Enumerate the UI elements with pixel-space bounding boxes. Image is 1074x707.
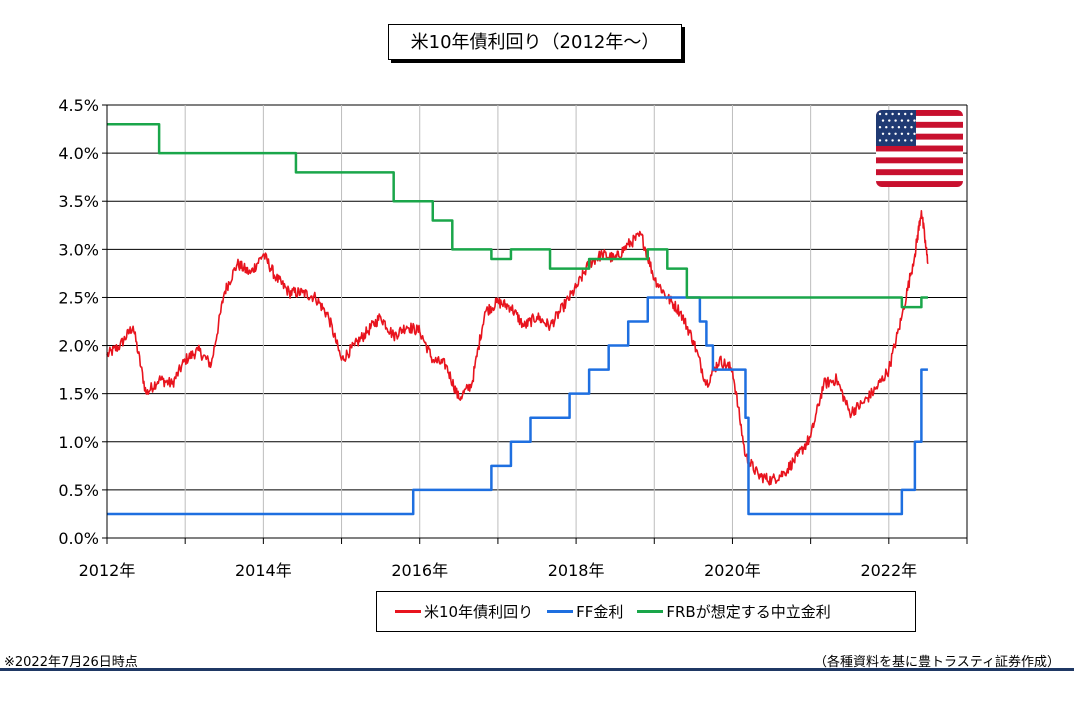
source-note: （各種資料を基に豊トラスティ証券作成） (814, 655, 1060, 670)
flag-star (894, 119, 897, 122)
series-lines (106, 122, 929, 516)
y-tick-label: 1.0% (58, 433, 99, 452)
y-tick-label: 3.5% (58, 192, 99, 211)
flag-star (897, 126, 901, 129)
date-note: ※2022年7月26日時点 (4, 655, 138, 670)
y-tick-label: 4.5% (58, 96, 99, 115)
flag-star (897, 139, 901, 142)
flag-star (910, 126, 913, 129)
y-tick-label: 4.0% (58, 144, 99, 163)
flag-star (897, 112, 901, 116)
flag-star (891, 112, 894, 116)
flag-star (881, 119, 885, 122)
gridlines (107, 104, 967, 538)
flag-star (885, 126, 888, 129)
legend-swatch-yield (395, 610, 421, 613)
series-line-1 (107, 296, 928, 516)
plot-area (107, 105, 967, 538)
flag-star (907, 119, 910, 122)
flag-star (878, 112, 882, 116)
y-tick-label: 2.0% (58, 337, 99, 356)
us-flag-icon (876, 110, 963, 187)
legend-label-neutral-rate: FRBが想定する中立金利 (666, 603, 831, 621)
flag-star (913, 119, 916, 122)
legend-swatch-ff-rate (547, 610, 574, 613)
flag-stripe (876, 157, 963, 164)
y-tick-label: 0.0% (58, 529, 99, 548)
y-tick-label: 1.5% (58, 385, 99, 404)
flag-star (885, 139, 888, 142)
flag-star (913, 132, 916, 135)
flag-star (904, 126, 907, 129)
flag-star (900, 119, 904, 122)
legend-item-neutral-rate: FRBが想定する中立金利 (637, 601, 831, 622)
flag-star (888, 119, 891, 122)
flag-star (885, 112, 888, 116)
flag-star (907, 132, 910, 135)
y-tick-label: 3.0% (58, 240, 99, 259)
y-tick-label: 0.5% (58, 481, 99, 500)
flag-star (891, 126, 894, 129)
flag-star (878, 126, 882, 129)
legend-item-ff-rate: FF金利 (547, 601, 623, 622)
flag-stripe (876, 169, 963, 176)
flag-star (900, 132, 904, 135)
x-tick-label: 2016年 (391, 561, 448, 580)
flag-star (904, 139, 907, 142)
flag-stripe (876, 110, 963, 116)
flag-stripe (876, 145, 963, 152)
x-tick-label: 2020年 (704, 561, 761, 580)
axes: 0.0% 0.5% 1.0% 1.5% 2.0% 2.5% 3.0% 3.5% 4.0% 4.5%… (58, 96, 968, 580)
flag-stripe (876, 133, 963, 140)
x-tick-label: 2018年 (548, 561, 605, 580)
legend: 米10年債利回り FF金利 FRBが想定する中立金利 (376, 591, 916, 632)
bottom-divider (0, 668, 1074, 671)
x-tick-label: 2014年 (235, 561, 292, 580)
flag-star (878, 139, 882, 142)
flag-star (894, 132, 897, 135)
flag-star (910, 112, 913, 116)
legend-label-ff-rate: FF金利 (576, 603, 624, 621)
chart-title: 米10年債利回り（2012年～） (388, 24, 682, 60)
flag-star (888, 132, 891, 135)
flag-star (910, 139, 913, 142)
flag-stripe (876, 121, 963, 128)
flag-star (904, 112, 907, 116)
legend-label-yield: 米10年債利回り (424, 603, 534, 621)
legend-swatch-neutral-rate (637, 610, 664, 613)
series-line-0 (106, 210, 929, 486)
flag-star (881, 132, 885, 135)
x-tick-label: 2022年 (860, 561, 917, 580)
flag-stripe (876, 181, 963, 187)
flag-star (891, 139, 894, 142)
series-line-2 (107, 122, 928, 309)
legend-item-yield: 米10年債利回り (395, 601, 533, 622)
x-tick-label: 2012年 (79, 561, 136, 580)
y-tick-label: 2.5% (58, 288, 99, 307)
